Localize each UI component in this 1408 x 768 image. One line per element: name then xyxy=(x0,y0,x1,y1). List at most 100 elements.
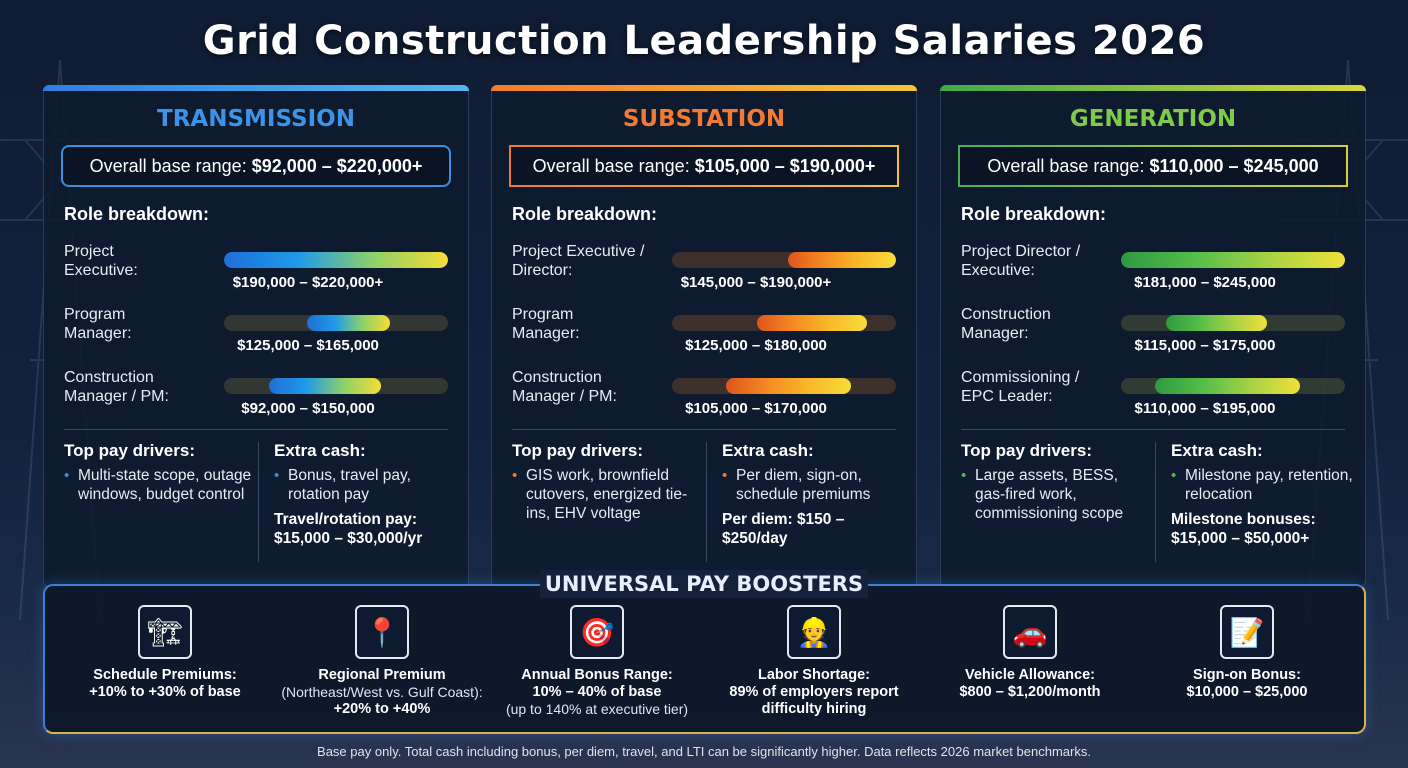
drivers-text: • Multi-state scope, outage windows, budg… xyxy=(64,467,252,503)
booster-item: 📝 Sign-on Bonus: $10,000 – $25,000 xyxy=(1137,605,1357,701)
divider xyxy=(961,429,1345,430)
target-icon: 🎯 xyxy=(570,605,624,659)
bullet-icon: • xyxy=(512,467,518,484)
extra-cash-detail: Travel/rotation pay: $15,000 – $30,000/y… xyxy=(274,511,423,547)
bullet-icon: • xyxy=(1171,467,1177,484)
role-salary-range: $125,000 – $165,000 xyxy=(237,337,379,354)
booster-note: (Northeast/West vs. Gulf Coast): xyxy=(281,684,483,700)
overall-range: Overall base range: $92,000 – $220,000+ xyxy=(61,145,451,187)
worker-icon: 👷 xyxy=(787,605,841,659)
role-salary-range: $190,000 – $220,000+ xyxy=(232,274,384,291)
salary-range-bar xyxy=(224,378,448,394)
range-label: Overall base range: xyxy=(987,155,1145,176)
role-salary-range: $110,000 – $195,000 xyxy=(1134,400,1276,417)
signature-icon: 📝 xyxy=(1220,605,1274,659)
drivers-text: • Large assets, BESS, gas-fired work, com… xyxy=(961,467,1124,522)
overall-range: Overall base range: $110,000 – $245,000 xyxy=(958,145,1348,187)
drivers-title: Top pay drivers: xyxy=(512,441,643,460)
page-title: Grid Construction Leadership Salaries 20… xyxy=(202,18,1206,64)
panel-transmission: TRANSMISSION Overall base range: $92,000 … xyxy=(43,85,469,587)
extra-cash-text: • Per diem, sign-on, schedule premiums xyxy=(722,467,871,503)
role-label: Project Executive: xyxy=(64,243,138,279)
divider xyxy=(258,442,259,562)
salary-range-bar xyxy=(1121,252,1345,268)
booster-value: $10,000 – $25,000 xyxy=(1186,684,1308,700)
booster-item: 👷 Labor Shortage: 89% of employers report … xyxy=(704,605,924,718)
booster-value: +10% to +30% of base xyxy=(89,684,241,700)
salary-range-fill xyxy=(788,252,896,268)
extra-cash-title: Extra cash: xyxy=(1171,441,1263,460)
overall-range: Overall base range: $105,000 – $190,000+ xyxy=(509,145,899,187)
salary-range-fill xyxy=(1165,315,1267,331)
pay-boosters-panel xyxy=(43,584,1366,734)
booster-value: +20% to +40% xyxy=(333,701,431,717)
car-icon: 🚗 xyxy=(1003,605,1057,659)
role-label: Program Manager: xyxy=(512,306,580,342)
role-label: Project Executive / Director: xyxy=(512,243,645,279)
range-label: Overall base range: xyxy=(532,155,690,176)
bullet-icon: • xyxy=(722,467,728,484)
role-label: Project Director / Executive: xyxy=(961,243,1081,279)
role-salary-range: $181,000 – $245,000 xyxy=(1134,274,1276,291)
salary-range-fill xyxy=(1154,378,1301,394)
booster-value: 10% – 40% of base xyxy=(532,684,662,700)
role-label: Commissioning / EPC Leader: xyxy=(961,369,1080,405)
divider xyxy=(512,429,896,430)
booster-title: Annual Bonus Range: xyxy=(521,667,673,683)
salary-range-bar xyxy=(672,315,896,331)
bullet-icon: • xyxy=(961,467,967,484)
extra-cash-detail: Milestone bonuses: $15,000 – $50,000+ xyxy=(1171,511,1316,547)
booster-title: Schedule Premiums: xyxy=(93,667,237,683)
range-label: Overall base range: xyxy=(89,155,247,176)
booster-value: $800 – $1,200/month xyxy=(959,684,1101,700)
footer-note: Base pay only. Total cash including bonu… xyxy=(317,744,1091,759)
salary-range-bar xyxy=(1121,378,1345,394)
extra-cash-text: • Bonus, travel pay, rotation pay xyxy=(274,467,411,503)
divider xyxy=(706,442,707,562)
crane-icon: 🏗 xyxy=(138,605,192,659)
panel-accent-bar xyxy=(940,85,1366,91)
salary-range-fill xyxy=(757,315,867,331)
salary-range-bar xyxy=(672,252,896,268)
extra-cash-title: Extra cash: xyxy=(722,441,814,460)
salary-range-bar xyxy=(224,315,448,331)
extra-cash-text: • Milestone pay, retention, relocation xyxy=(1171,467,1353,503)
panel-title: GENERATION xyxy=(1069,106,1237,132)
range-value: $105,000 – $190,000+ xyxy=(694,155,876,176)
role-label: Construction Manager / PM: xyxy=(64,369,169,405)
role-label: Program Manager: xyxy=(64,306,132,342)
salary-range-fill xyxy=(725,378,852,394)
divider xyxy=(1155,442,1156,562)
role-salary-range: $115,000 – $175,000 xyxy=(1134,337,1276,354)
panel-generation: GENERATION Overall base range: $110,000 –… xyxy=(940,85,1366,587)
booster-title: Regional Premium xyxy=(318,667,446,683)
pay-boosters-title: UNIVERSAL PAY BOOSTERS xyxy=(540,570,868,598)
range-value: $92,000 – $220,000+ xyxy=(251,155,423,176)
extra-cash-title: Extra cash: xyxy=(274,441,366,460)
range-value: $110,000 – $245,000 xyxy=(1149,155,1319,176)
extra-cash-detail: Per diem: $150 – $250/day xyxy=(722,511,845,547)
role-label: Construction Manager / PM: xyxy=(512,369,617,405)
drivers-title: Top pay drivers: xyxy=(64,441,195,460)
role-salary-range: $125,000 – $180,000 xyxy=(685,337,827,354)
booster-item: 📍 Regional Premium (Northeast/West vs. Gul… xyxy=(272,605,492,718)
role-breakdown-title: Role breakdown: xyxy=(64,204,210,224)
role-salary-range: $145,000 – $190,000+ xyxy=(680,274,832,291)
panel-accent-bar xyxy=(491,85,917,91)
salary-range-fill xyxy=(268,378,381,394)
panel-accent-bar xyxy=(43,85,469,91)
role-salary-range: $105,000 – $170,000 xyxy=(685,400,827,417)
divider xyxy=(64,429,448,430)
salary-range-bar xyxy=(224,252,448,268)
salary-range-fill xyxy=(306,315,390,331)
role-breakdown-title: Role breakdown: xyxy=(512,204,658,224)
drivers-text: • GIS work, brownfield cutovers, energize… xyxy=(512,467,688,522)
booster-title: Sign-on Bonus: xyxy=(1193,667,1301,683)
salary-range-bar xyxy=(672,378,896,394)
panel-title: TRANSMISSION xyxy=(157,106,355,132)
booster-value: 89% of employers report difficulty hirin… xyxy=(729,684,899,717)
booster-note: (up to 140% at executive tier) xyxy=(505,701,689,717)
bullet-icon: • xyxy=(274,467,280,484)
salary-range-bar xyxy=(1121,315,1345,331)
booster-title: Vehicle Allowance: xyxy=(964,667,1095,683)
